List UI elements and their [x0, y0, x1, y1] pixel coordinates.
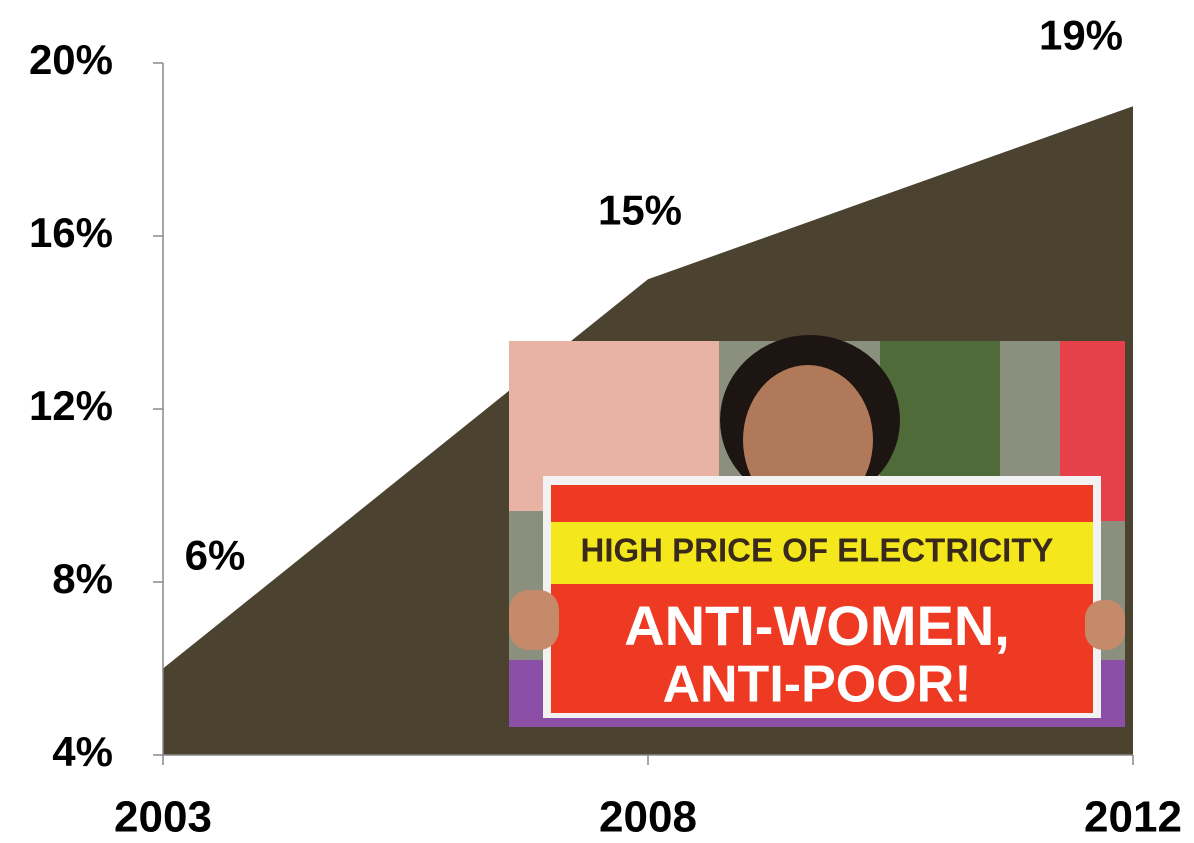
y-tick-label: 16%	[29, 209, 113, 256]
y-tick-label: 12%	[29, 382, 113, 429]
hand	[1085, 600, 1125, 650]
y-tick-label: 8%	[52, 555, 113, 602]
x-tick-label: 2008	[599, 793, 697, 842]
data-label: 19%	[1039, 11, 1123, 58]
sign-band	[551, 522, 1093, 584]
y-tick-label: 4%	[52, 728, 113, 775]
sign-text: HIGH PRICE OF ELECTRICITY	[580, 532, 1053, 569]
data-label: 6%	[185, 532, 246, 579]
sign-text: ANTI-WOMEN,	[624, 594, 1010, 657]
sign-text: ANTI-POOR!	[662, 656, 971, 714]
foliage	[880, 341, 1000, 481]
data-label: 15%	[598, 186, 682, 233]
hand	[509, 590, 559, 650]
y-tick-label: 20%	[29, 36, 113, 83]
x-tick-label: 2012	[1084, 793, 1182, 842]
photo: HIGH PRICE OF ELECTRICITY ANTI-WOMEN, AN…	[509, 335, 1125, 727]
x-tick-label: 2003	[114, 793, 212, 842]
